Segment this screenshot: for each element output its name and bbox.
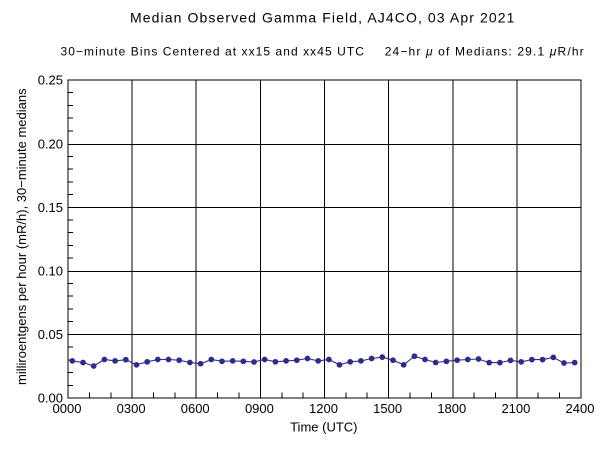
svg-text:2100: 2100	[501, 401, 530, 416]
svg-text:0300: 0300	[117, 401, 146, 416]
svg-text:Median Observed Gamma Field, A: Median Observed Gamma Field, AJ4CO, 03 A…	[130, 9, 516, 25]
svg-text:0.00: 0.00	[38, 391, 63, 406]
svg-text:0.15: 0.15	[38, 200, 63, 215]
svg-text:0.20: 0.20	[38, 136, 63, 151]
svg-text:0.25: 0.25	[38, 73, 63, 88]
svg-text:24−hr μ of Medians: 29.1 μR/hr: 24−hr μ of Medians: 29.1 μR/hr	[385, 45, 585, 59]
svg-text:milliroentgens per hour (mR/h): milliroentgens per hour (mR/h), 30−minut…	[14, 88, 29, 385]
svg-text:1500: 1500	[373, 401, 402, 416]
svg-text:30−minute Bins Centered at xx1: 30−minute Bins Centered at xx15 and xx45…	[61, 45, 365, 59]
svg-text:2400: 2400	[566, 401, 595, 416]
svg-text:0000: 0000	[53, 401, 82, 416]
svg-text:0900: 0900	[245, 401, 274, 416]
svg-text:Time (UTC): Time (UTC)	[290, 420, 357, 435]
svg-text:1800: 1800	[437, 401, 466, 416]
svg-text:0600: 0600	[181, 401, 210, 416]
svg-text:0.10: 0.10	[38, 264, 63, 279]
svg-text:0.05: 0.05	[38, 327, 63, 342]
svg-text:1200: 1200	[309, 401, 338, 416]
